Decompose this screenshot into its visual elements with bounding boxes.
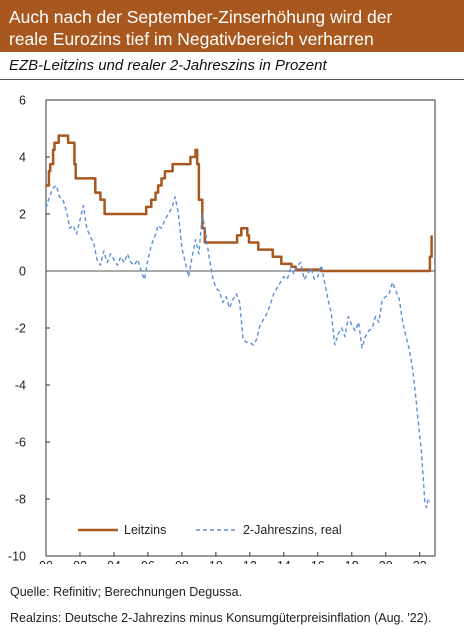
chart-title-line-2: reale Eurozins tief im Negativbereich ve… (9, 29, 374, 49)
x-tick-label: 02 (73, 559, 87, 564)
chart-subtitle: EZB-Leitzins und realer 2-Jahreszins in … (9, 57, 327, 74)
y-tick-label: -10 (8, 550, 26, 564)
x-axis: 00 02 04 06 08 10 12 14 16 18 20 22 (39, 552, 427, 564)
plot-frame (45, 99, 436, 557)
legend: Leitzins 2-Jahreszins, real (78, 523, 342, 537)
series-line-realzins (45, 184, 431, 509)
series-line-leitzins (46, 134, 433, 273)
x-tick-label: 20 (379, 559, 393, 564)
y-axis: 6 4 2 0 -2 -4 -6 -8 -10 (8, 94, 50, 564)
chart-header: Auch nach der September-Zinserhöhung wir… (0, 0, 464, 52)
x-tick-label: 22 (413, 559, 427, 564)
series-layer (45, 134, 433, 509)
x-tick-label: 00 (39, 559, 53, 564)
subtitle-divider (0, 79, 464, 80)
y-tick-label: -8 (15, 493, 26, 507)
x-tick-label: 16 (311, 559, 325, 564)
legend-label-realzins: 2-Jahreszins, real (243, 523, 342, 537)
source-note: Quelle: Refinitiv; Berechnungen Degussa. (10, 585, 243, 599)
y-tick-label: 4 (19, 151, 26, 165)
x-tick-label: 18 (345, 559, 359, 564)
y-tick-label: -4 (15, 379, 26, 393)
y-tick-label: 0 (19, 265, 26, 279)
x-tick-label: 08 (175, 559, 189, 564)
y-tick-label: -6 (15, 436, 26, 450)
x-tick-label: 04 (107, 559, 121, 564)
y-tick-label: 2 (19, 208, 26, 222)
chart-title-line-1: Auch nach der September-Zinserhöhung wir… (9, 7, 393, 27)
x-tick-label: 10 (209, 559, 223, 564)
definition-note: Realzins: Deutsche 2-Jahrezins minus Kon… (10, 611, 432, 625)
x-tick-label: 14 (277, 559, 291, 564)
legend-label-leitzins: Leitzins (124, 523, 166, 537)
x-tick-label: 12 (243, 559, 257, 564)
y-tick-label: -2 (15, 322, 26, 336)
x-tick-label: 06 (141, 559, 155, 564)
y-tick-label: 6 (19, 94, 26, 108)
